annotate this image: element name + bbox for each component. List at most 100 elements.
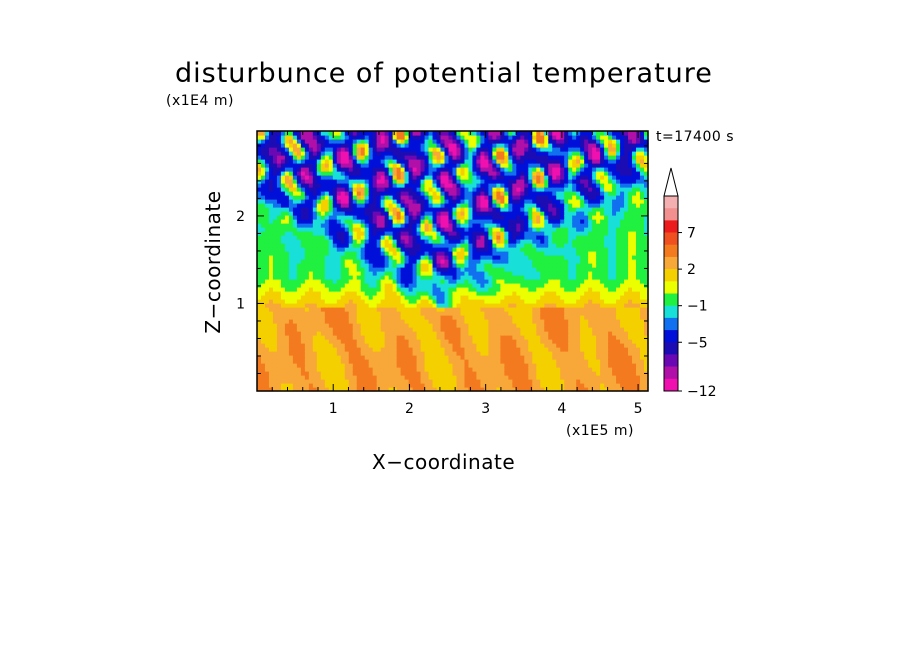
heatmap-cell <box>328 131 334 136</box>
heatmap-cell <box>328 287 334 292</box>
heatmap-cell <box>476 359 482 364</box>
heatmap-cell <box>440 171 446 176</box>
heatmap-cell <box>464 207 470 212</box>
heatmap-cell <box>432 227 438 232</box>
heatmap-cell <box>520 203 525 208</box>
heatmap-cell <box>336 387 342 392</box>
heatmap-cell <box>300 255 306 260</box>
heatmap-cell <box>532 199 537 204</box>
heatmap-cell <box>520 211 525 216</box>
heatmap-cell <box>324 335 330 340</box>
heatmap-cell <box>476 171 482 176</box>
heatmap-cell <box>452 315 458 320</box>
heatmap-cell <box>500 239 505 244</box>
heatmap-cell <box>420 303 426 308</box>
heatmap-cell <box>436 259 442 264</box>
heatmap-cell <box>292 175 298 180</box>
heatmap-cell <box>496 163 501 168</box>
heatmap-cell <box>408 283 414 288</box>
heatmap-cell <box>372 199 378 204</box>
heatmap-cell <box>364 359 370 364</box>
heatmap-cell <box>312 207 318 212</box>
heatmap-cell <box>364 187 370 192</box>
heatmap-cell <box>556 287 561 292</box>
heatmap-cell <box>392 315 398 320</box>
heatmap-cell <box>257 323 262 328</box>
heatmap-cell <box>472 215 478 220</box>
heatmap-cell <box>340 199 346 204</box>
heatmap-cell <box>392 355 398 360</box>
heatmap-cell <box>476 151 482 156</box>
heatmap-cell <box>260 351 266 356</box>
heatmap-cell <box>508 303 513 308</box>
heatmap-cell <box>424 167 430 172</box>
heatmap-cell <box>492 299 497 304</box>
heatmap-cell <box>540 167 545 172</box>
heatmap-cell <box>276 199 282 204</box>
heatmap-cell <box>308 235 314 240</box>
heatmap-cell <box>524 287 529 292</box>
heatmap-cell <box>336 219 342 224</box>
heatmap-cell <box>260 131 266 136</box>
heatmap-cell <box>372 255 378 260</box>
heatmap-cell <box>384 211 390 216</box>
heatmap-cell <box>320 379 326 384</box>
heatmap-cell <box>428 175 434 180</box>
heatmap-cell <box>300 215 306 220</box>
heatmap-cell <box>324 247 330 252</box>
heatmap-cell <box>528 263 533 268</box>
heatmap-cell <box>412 287 418 292</box>
heatmap-cell <box>360 151 366 156</box>
heatmap-cell <box>492 303 497 308</box>
heatmap-cell <box>488 287 493 292</box>
heatmap-cell <box>272 191 278 196</box>
heatmap-cell <box>496 143 501 148</box>
heatmap-cell <box>408 175 414 180</box>
heatmap-cell <box>372 191 378 196</box>
heatmap-cell <box>424 143 430 148</box>
heatmap-cell <box>276 379 282 384</box>
heatmap-cell <box>276 295 282 300</box>
heatmap-cell <box>272 387 278 392</box>
heatmap-cell <box>308 207 314 212</box>
heatmap-cell <box>404 159 410 164</box>
heatmap-cell <box>560 251 565 256</box>
heatmap-cell <box>308 355 314 360</box>
heatmap-cell <box>364 323 370 328</box>
heatmap-cell <box>440 347 446 352</box>
heatmap-cell <box>268 323 274 328</box>
heatmap-cell <box>348 243 354 248</box>
heatmap-cell <box>504 363 509 368</box>
heatmap-cell <box>336 355 342 360</box>
heatmap-cell <box>540 187 545 192</box>
heatmap-cell <box>516 339 521 344</box>
heatmap-cell <box>268 283 274 288</box>
heatmap-cell <box>544 343 549 348</box>
heatmap-cell <box>316 179 322 184</box>
heatmap-cell <box>436 387 442 392</box>
heatmap-cell <box>312 323 318 328</box>
heatmap-cell <box>316 351 322 356</box>
heatmap-cell <box>388 231 394 236</box>
heatmap-cell <box>257 183 262 188</box>
heatmap-cell <box>260 367 266 372</box>
heatmap-cell <box>320 359 326 364</box>
heatmap-cell <box>548 227 553 232</box>
heatmap-cell <box>412 175 418 180</box>
heatmap-cell <box>524 159 529 164</box>
heatmap-cell <box>408 163 414 168</box>
heatmap-cell <box>364 259 370 264</box>
heatmap-cell <box>472 367 478 372</box>
heatmap-cell <box>304 363 310 368</box>
heatmap-cell <box>440 235 446 240</box>
heatmap-cell <box>496 379 501 384</box>
heatmap-cell <box>516 387 521 392</box>
heatmap-cell <box>404 259 410 264</box>
heatmap-cell <box>444 363 450 368</box>
heatmap-cell <box>320 271 326 276</box>
heatmap-cell <box>464 295 470 300</box>
heatmap-cell <box>416 175 422 180</box>
heatmap-cell <box>264 255 270 260</box>
heatmap-cell <box>484 331 490 336</box>
heatmap-cell <box>444 319 450 324</box>
